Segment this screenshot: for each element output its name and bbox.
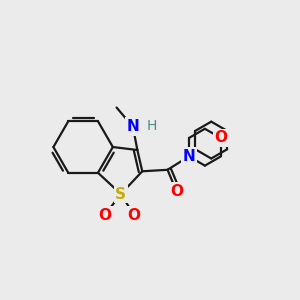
Text: N: N	[183, 149, 195, 164]
Text: O: O	[214, 130, 227, 146]
Text: O: O	[98, 208, 111, 223]
Text: O: O	[170, 184, 183, 199]
Text: O: O	[214, 130, 227, 146]
Text: O: O	[128, 208, 141, 223]
Text: N: N	[127, 119, 139, 134]
Text: N: N	[127, 119, 139, 134]
Text: S: S	[116, 187, 126, 202]
Text: O: O	[170, 184, 183, 199]
Text: O: O	[98, 208, 111, 223]
Text: H: H	[147, 119, 158, 133]
Text: N: N	[183, 149, 195, 164]
Text: N: N	[183, 149, 195, 164]
Text: H: H	[147, 119, 158, 133]
Text: O: O	[128, 208, 141, 223]
Text: S: S	[116, 187, 126, 202]
